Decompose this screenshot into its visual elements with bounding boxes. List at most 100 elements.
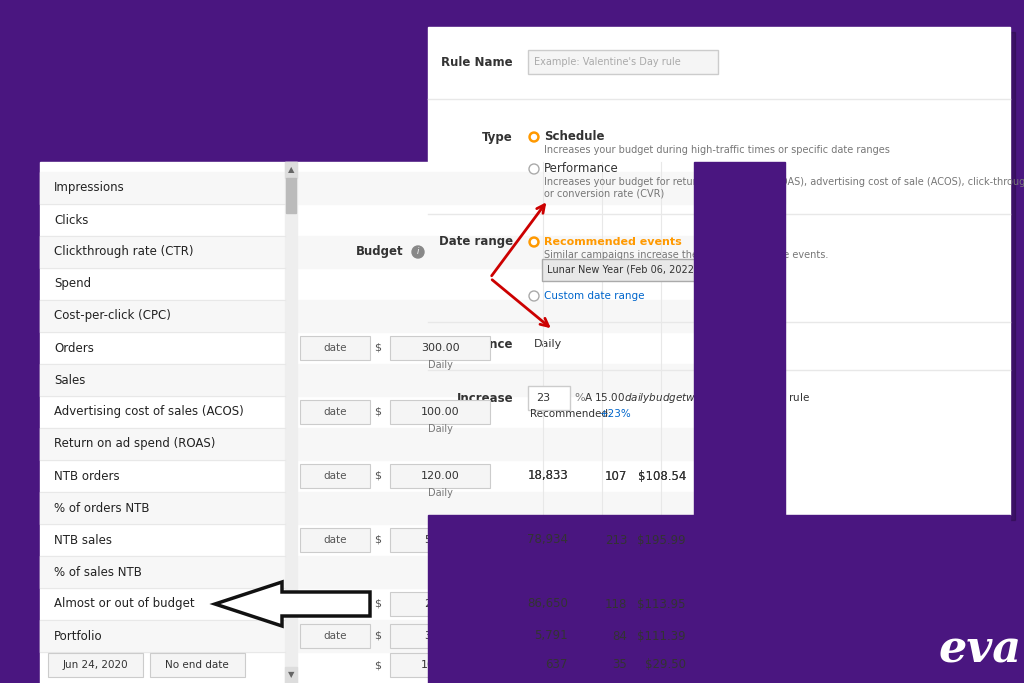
Text: 86,650: 86,650 (527, 598, 568, 611)
Text: A $15.00 daily budget will be $18.45 for this rule: A $15.00 daily budget will be $18.45 for… (584, 391, 810, 405)
Text: Almost or out of budget: Almost or out of budget (54, 598, 195, 611)
Text: $29.50: $29.50 (645, 658, 686, 671)
Bar (285, 667, 297, 683)
Text: Impressions: Impressions (54, 182, 125, 195)
Text: Return on ad spend (ROAS): Return on ad spend (ROAS) (54, 438, 215, 451)
Text: 50.00: 50.00 (424, 535, 456, 545)
Text: $: $ (375, 631, 382, 641)
Text: date: date (324, 631, 347, 641)
Text: Daily: Daily (534, 339, 562, 349)
Text: $108.54: $108.54 (638, 469, 686, 482)
Text: 213: 213 (604, 533, 627, 546)
Text: 18,833: 18,833 (527, 469, 568, 482)
Text: 5,791: 5,791 (535, 630, 568, 643)
Text: 300.00: 300.00 (421, 343, 460, 353)
Text: $113.95: $113.95 (638, 598, 686, 611)
Text: 100.00: 100.00 (421, 660, 460, 670)
Text: Daily: Daily (428, 616, 453, 626)
FancyBboxPatch shape (528, 50, 718, 74)
FancyBboxPatch shape (390, 653, 490, 677)
Text: % of sales NTB: % of sales NTB (54, 566, 142, 579)
FancyBboxPatch shape (390, 528, 490, 552)
FancyBboxPatch shape (390, 624, 490, 648)
Text: Advertising cost of sales (ACOS): Advertising cost of sales (ACOS) (54, 406, 244, 419)
Text: $108.54: $108.54 (638, 469, 686, 482)
Circle shape (412, 246, 424, 258)
Text: ▲: ▲ (288, 165, 294, 174)
Text: date: date (324, 535, 347, 545)
Bar (694, 162, 785, 683)
Text: Rule Name: Rule Name (441, 55, 513, 68)
Text: 84: 84 (612, 630, 627, 643)
Text: $: $ (375, 535, 382, 545)
Text: Recommended events: Recommended events (544, 237, 682, 247)
Text: $: $ (375, 471, 382, 481)
Text: date: date (324, 407, 347, 417)
FancyBboxPatch shape (390, 400, 490, 424)
Text: %: % (574, 393, 585, 403)
FancyBboxPatch shape (300, 592, 370, 616)
Bar (285, 162, 297, 683)
FancyBboxPatch shape (300, 400, 370, 424)
Text: $111.39: $111.39 (637, 630, 686, 643)
Text: 107: 107 (604, 469, 627, 482)
Text: Type: Type (482, 130, 513, 143)
FancyBboxPatch shape (390, 464, 490, 488)
Text: Cost-per-click (CPC): Cost-per-click (CPC) (54, 309, 171, 322)
Circle shape (529, 237, 539, 247)
Text: Increases your budget for return on ad spend (ROAS), advertising cost of sale (A: Increases your budget for return on ad s… (544, 177, 1024, 187)
Bar (40, 428, 785, 460)
Text: Schedule: Schedule (544, 130, 604, 143)
Text: Daily: Daily (428, 360, 453, 370)
Text: 5,791: 5,791 (535, 630, 568, 643)
Bar (40, 300, 785, 332)
Text: 78,934: 78,934 (527, 533, 568, 546)
FancyBboxPatch shape (300, 464, 370, 488)
Text: Daily: Daily (428, 648, 453, 658)
Text: +23%: +23% (600, 409, 632, 419)
Text: NTB orders: NTB orders (54, 469, 120, 482)
Text: 23: 23 (536, 393, 550, 403)
Text: 78,934: 78,934 (527, 533, 568, 546)
Text: 120.00: 120.00 (421, 471, 460, 481)
Text: Recommended:: Recommended: (530, 409, 614, 419)
Text: Similar campaigns increase their budget for these events.: Similar campaigns increase their budget … (544, 250, 828, 260)
Text: $113.95: $113.95 (638, 598, 686, 611)
Text: $: $ (375, 343, 382, 353)
Text: 20.00: 20.00 (424, 599, 456, 609)
FancyBboxPatch shape (150, 653, 245, 677)
Text: NTB sales: NTB sales (54, 533, 112, 546)
Text: date: date (324, 343, 347, 353)
Bar (433, 32, 1015, 520)
Bar (40, 620, 785, 652)
Text: 637: 637 (546, 658, 568, 671)
Circle shape (529, 164, 539, 174)
Text: ▼: ▼ (288, 671, 294, 680)
Text: 18,833: 18,833 (527, 469, 568, 482)
Text: date: date (324, 471, 347, 481)
Text: Example: Valentine's Day rule: Example: Valentine's Day rule (534, 57, 681, 67)
Bar (428, 27, 1010, 515)
Text: Daily: Daily (428, 552, 453, 562)
FancyBboxPatch shape (300, 528, 370, 552)
Text: Daily: Daily (428, 488, 453, 498)
Bar (45, 167, 790, 683)
Text: 118: 118 (604, 598, 627, 611)
FancyBboxPatch shape (48, 653, 143, 677)
Polygon shape (215, 582, 370, 626)
Bar (40, 556, 785, 588)
Circle shape (529, 291, 539, 301)
Text: $29.50: $29.50 (645, 658, 686, 671)
Text: 84: 84 (612, 630, 627, 643)
Text: Portfolio: Portfolio (54, 630, 102, 643)
Text: Orders: Orders (54, 342, 94, 354)
Text: Recurrence: Recurrence (437, 337, 513, 350)
Text: 213: 213 (604, 533, 627, 546)
Text: Jun 24, 2020: Jun 24, 2020 (62, 660, 128, 670)
Circle shape (529, 132, 539, 142)
FancyBboxPatch shape (390, 336, 490, 360)
Text: $195.99: $195.99 (637, 533, 686, 546)
Bar (40, 172, 785, 204)
FancyBboxPatch shape (528, 386, 570, 410)
Bar (286, 178, 296, 213)
